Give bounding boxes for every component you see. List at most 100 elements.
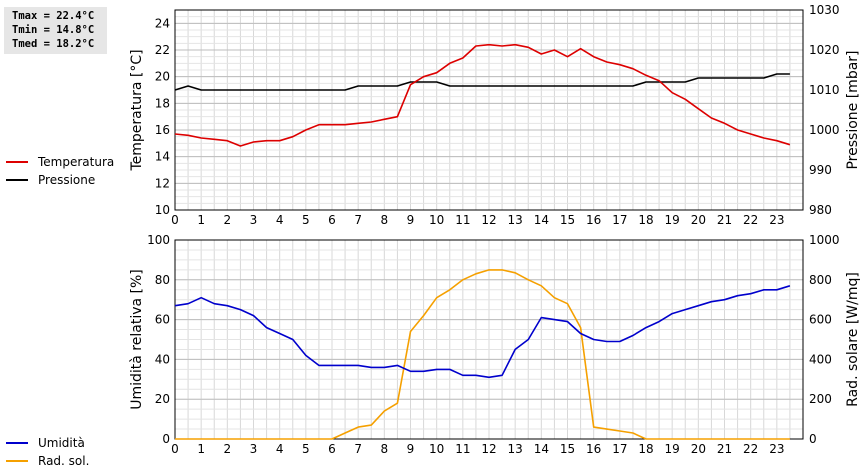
plot-frame xyxy=(174,239,804,440)
y-tick-label: 18 xyxy=(155,96,170,110)
x-tick-label: 7 xyxy=(354,442,362,456)
y2-tick-label: 800 xyxy=(809,273,832,287)
x-tick-label: 10 xyxy=(429,213,444,227)
x-tick-label: 17 xyxy=(612,213,627,227)
series-line-umidita xyxy=(174,285,791,379)
x-tick-label: 6 xyxy=(328,442,336,456)
x-tick-label: 3 xyxy=(250,213,258,227)
x-tick-label: 9 xyxy=(407,213,415,227)
x-tick-label: 4 xyxy=(276,213,284,227)
x-tick-label: 7 xyxy=(354,213,362,227)
x-tick-label: 23 xyxy=(769,442,784,456)
legend-label-umidita: Umidità xyxy=(38,436,85,450)
x-tick-label: 1 xyxy=(197,442,205,456)
y2-tick-label: 600 xyxy=(809,313,832,327)
series-line-temperatura xyxy=(174,43,791,147)
x-tick-label: 23 xyxy=(769,213,784,227)
legend-item-temperatura: Temperatura xyxy=(6,153,114,171)
tmax-text: Tmax = 22.4°C xyxy=(12,10,95,22)
x-tick-label: 9 xyxy=(407,442,415,456)
chart-2: 0 1 2 3 4 5 6 7 8 9 10 11 12 13 14 15 16 17 18 19 20 21 22 2302… xyxy=(129,233,860,456)
y2-tick-label: 0 xyxy=(809,432,817,446)
y2-tick-label: 1030 xyxy=(809,3,840,17)
x-tick-label: 11 xyxy=(455,213,470,227)
x-tick-label: 13 xyxy=(508,442,523,456)
legend-item-umidita: Umidità xyxy=(6,434,89,452)
x-tick-label: 20 xyxy=(691,442,706,456)
y-tick-label: 14 xyxy=(155,150,170,164)
y2-tick-label: 400 xyxy=(809,352,832,366)
y-tick-label: 24 xyxy=(155,16,170,30)
legend-item-pressione: Pressione xyxy=(6,171,114,189)
tmed-text: Tmed = 18.2°C xyxy=(12,38,95,50)
y2-axis-label: Rad. solare [W/mq] xyxy=(845,272,860,407)
y2-tick-label: 990 xyxy=(809,163,832,177)
legend-label-pressione: Pressione xyxy=(38,173,96,187)
x-tick-label: 2 xyxy=(224,213,232,227)
series-line-radsol xyxy=(175,269,790,440)
x-tick-label: 1 xyxy=(197,213,205,227)
y2-tick-label: 980 xyxy=(809,203,832,217)
x-tick-label: 2 xyxy=(224,442,232,456)
x-tick-label: 5 xyxy=(302,213,310,227)
y2-tick-label: 1000 xyxy=(809,123,840,137)
x-tick-label: 3 xyxy=(250,442,258,456)
x-tick-label: 21 xyxy=(717,213,732,227)
charts-svg: 0 1 2 3 4 5 6 7 8 9 10 11 12 13 14 15 16 17 18 19 20 21 22 2310… xyxy=(129,3,860,456)
legend-top: Temperatura Pressione xyxy=(6,153,114,189)
x-tick-label: 17 xyxy=(612,442,627,456)
x-tick-label: 16 xyxy=(586,442,601,456)
x-tick-label: 22 xyxy=(743,213,758,227)
x-tick-label: 8 xyxy=(381,213,389,227)
x-tick-label: 14 xyxy=(534,213,549,227)
y-tick-label: 16 xyxy=(155,123,170,137)
y-tick-label: 0 xyxy=(162,432,170,446)
x-tick-label: 6 xyxy=(328,213,336,227)
stats-box: Tmax = 22.4°C Tmin = 14.8°C Tmed = 18.2°… xyxy=(4,7,107,54)
legend-label-temperatura: Temperatura xyxy=(38,155,115,169)
y-tick-label: 20 xyxy=(155,70,170,84)
x-tick-label: 14 xyxy=(534,442,549,456)
legend-swatch-umidita xyxy=(6,442,28,444)
x-tick-label: 12 xyxy=(481,442,496,456)
y-tick-label: 10 xyxy=(155,203,170,217)
x-tick-label: 5 xyxy=(302,442,310,456)
x-tick-label: 18 xyxy=(638,442,653,456)
y-tick-label: 100 xyxy=(147,233,170,247)
x-tick-label: 18 xyxy=(638,213,653,227)
y-tick-label: 12 xyxy=(155,176,170,190)
x-tick-label: 19 xyxy=(665,442,680,456)
legend-swatch-pressione xyxy=(6,179,28,181)
x-tick-label: 15 xyxy=(560,442,575,456)
legend-swatch-temperatura xyxy=(6,161,28,163)
y-axis-label: Temperatura [°C] xyxy=(129,49,145,171)
y2-tick-label: 1020 xyxy=(809,43,840,57)
x-tick-label: 21 xyxy=(717,442,732,456)
y-tick-label: 40 xyxy=(155,352,170,366)
tmin-text: Tmin = 14.8°C xyxy=(12,24,95,36)
plot-frame xyxy=(174,9,804,211)
y-tick-label: 80 xyxy=(155,273,170,287)
x-tick-label: 15 xyxy=(560,213,575,227)
series-line-pressione xyxy=(174,73,790,91)
y-tick-label: 20 xyxy=(155,392,170,406)
chart-1: 0 1 2 3 4 5 6 7 8 9 10 11 12 13 14 15 16 17 18 19 20 21 22 2310… xyxy=(129,3,860,227)
x-tick-label: 10 xyxy=(429,442,444,456)
x-tick-label: 22 xyxy=(743,442,758,456)
y2-tick-label: 1010 xyxy=(809,83,840,97)
y2-axis-label: Pressione [mbar] xyxy=(845,50,860,169)
x-tick-label: 16 xyxy=(586,213,601,227)
x-tick-label: 4 xyxy=(276,442,284,456)
y-axis-label: Umidità relativa [%] xyxy=(129,269,145,410)
x-tick-label: 19 xyxy=(665,213,680,227)
x-tick-label: 12 xyxy=(481,213,496,227)
y-tick-label: 22 xyxy=(155,43,170,57)
x-tick-label: 13 xyxy=(508,213,523,227)
y2-tick-label: 1000 xyxy=(809,233,840,247)
x-tick-label: 0 xyxy=(171,213,179,227)
x-tick-label: 11 xyxy=(455,442,470,456)
y-tick-label: 60 xyxy=(155,313,170,327)
legend-swatch-radsol xyxy=(6,460,28,462)
x-tick-label: 0 xyxy=(171,442,179,456)
x-tick-label: 8 xyxy=(381,442,389,456)
